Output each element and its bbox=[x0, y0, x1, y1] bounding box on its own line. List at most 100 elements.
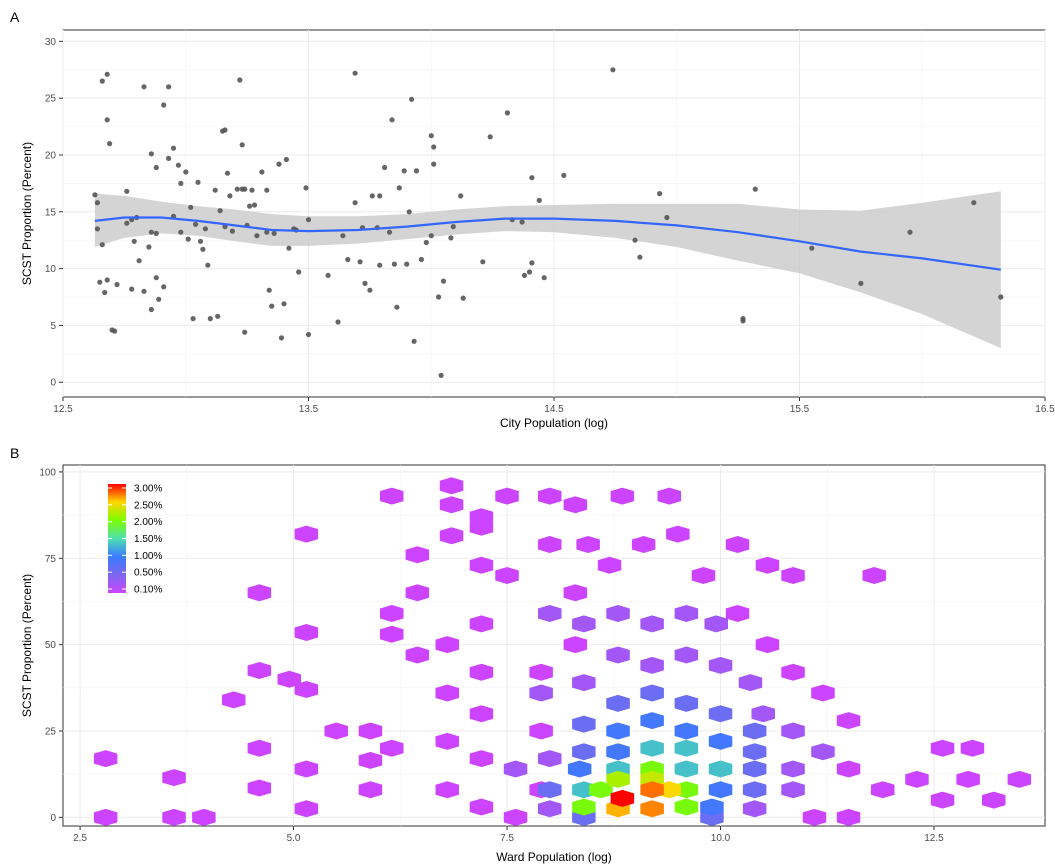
panel-b-hexbin bbox=[640, 800, 664, 818]
panel-a-point bbox=[166, 155, 172, 161]
panel-a-point bbox=[276, 161, 282, 167]
panel-b-y-tick-label: 75 bbox=[45, 554, 57, 565]
panel-b-hexbin bbox=[439, 496, 464, 514]
panel-a-point bbox=[529, 175, 535, 181]
panel-a-point bbox=[428, 133, 434, 139]
panel-a-point bbox=[239, 142, 245, 148]
panel-b-hexbin bbox=[93, 750, 118, 768]
panel-b-x-tick-label: 10.0 bbox=[711, 833, 731, 844]
panel-a-y-tick-label: 20 bbox=[45, 150, 57, 161]
panel-a-point bbox=[99, 78, 105, 84]
panel-b-hexbin bbox=[439, 527, 464, 545]
panel-b-hexbin bbox=[538, 536, 562, 553]
panel-a-y-tick-label: 0 bbox=[50, 378, 56, 389]
panel-b-hexbin bbox=[704, 615, 728, 633]
panel-a-point bbox=[296, 269, 302, 275]
panel-b-hexbin bbox=[862, 567, 886, 584]
panel-a-point bbox=[401, 168, 407, 174]
panel-b-hexbin bbox=[674, 798, 699, 816]
panel-a-point bbox=[264, 187, 270, 193]
panel-a-point bbox=[450, 224, 456, 230]
legend-color-bar bbox=[108, 484, 126, 593]
panel-a-point bbox=[286, 245, 292, 251]
panel-a-point bbox=[104, 117, 110, 123]
panel-a-point bbox=[141, 84, 147, 90]
panel-a-x-tick-label: 15.5 bbox=[790, 404, 810, 415]
panel-b-hexbin bbox=[529, 684, 553, 702]
panel-a-point bbox=[217, 208, 223, 214]
panel-a-point bbox=[178, 180, 184, 186]
panel-b-hexbin bbox=[640, 615, 664, 633]
panel-a-x-tick-label: 16.5 bbox=[1035, 404, 1055, 415]
panel-a-point bbox=[391, 261, 397, 267]
panel-a-point bbox=[183, 169, 189, 175]
panel-a-point bbox=[242, 186, 248, 192]
panel-b-hexbin bbox=[572, 615, 596, 633]
panel-b-hexbin bbox=[606, 743, 630, 761]
panel-a-point bbox=[124, 188, 130, 194]
panel-b-hexbin bbox=[597, 556, 622, 574]
panel-a-point bbox=[102, 289, 108, 296]
panel-a-label: A bbox=[10, 9, 20, 25]
panel-b-y-tick-label: 100 bbox=[39, 467, 56, 478]
panel-b-hexbin bbox=[358, 751, 383, 769]
panel-a-points bbox=[92, 67, 1004, 378]
panel-b-hexbin bbox=[781, 663, 805, 681]
panel-b-hexbin bbox=[222, 691, 246, 709]
panel-b-hexbin bbox=[725, 605, 750, 622]
panel-b-hexbin bbox=[982, 791, 1006, 809]
panel-a-point bbox=[369, 193, 375, 199]
panel-a-point bbox=[519, 219, 525, 225]
panel-a-y-tick-label: 10 bbox=[45, 264, 57, 275]
panel-a-point bbox=[148, 151, 154, 157]
panel-a-y-tick-label: 5 bbox=[50, 321, 56, 332]
panel-a-point bbox=[129, 286, 135, 292]
panel-b-hexbin bbox=[380, 605, 404, 622]
panel-a-point bbox=[131, 238, 137, 244]
panel-b-hexbin bbox=[495, 487, 519, 505]
panel-a-point bbox=[428, 233, 434, 239]
panel-b-hexbin bbox=[781, 567, 805, 584]
panel-a-point bbox=[632, 237, 638, 243]
panel-a-point bbox=[394, 304, 400, 310]
panel-a-point bbox=[325, 272, 331, 278]
panel-b-hexbin bbox=[674, 739, 699, 757]
panel-b-hexbin bbox=[469, 615, 494, 633]
panel-b-hexbin bbox=[610, 789, 635, 807]
panel-a-x-tick-label: 13.5 bbox=[299, 404, 319, 415]
panel-a-point bbox=[367, 287, 373, 293]
panel-a-point bbox=[541, 275, 547, 281]
panel-b-hexbin bbox=[836, 808, 861, 826]
panel-b-hexbin bbox=[755, 636, 780, 654]
panel-b-hexbin bbox=[277, 670, 301, 688]
panel-a-point bbox=[188, 204, 194, 210]
panel-b-hexbin bbox=[538, 781, 562, 799]
panel-b-hexbin bbox=[606, 605, 630, 622]
panel-a-y-tick-label: 25 bbox=[45, 94, 57, 105]
panel-a-point bbox=[382, 164, 388, 171]
panel-a-point bbox=[858, 280, 864, 286]
panel-b-hexbin bbox=[930, 791, 955, 809]
panel-a-point bbox=[610, 67, 616, 73]
panel-b-hexbin bbox=[563, 636, 588, 654]
panel-b-hexbin bbox=[405, 546, 430, 564]
panel-b-hexbin bbox=[294, 624, 319, 641]
panel-b-hexbin bbox=[563, 584, 588, 602]
panel-b-hexbin bbox=[435, 636, 459, 654]
panel-a-point bbox=[190, 316, 196, 322]
panel-a-point bbox=[561, 172, 567, 178]
panel-b-hexbin bbox=[802, 808, 827, 826]
panel-a-point bbox=[271, 230, 277, 236]
panel-a-point bbox=[222, 127, 228, 133]
panel-b-hexbin bbox=[495, 567, 519, 584]
panel-b-hexbin bbox=[640, 712, 664, 730]
panel-a-point bbox=[536, 197, 542, 203]
panel-a-point bbox=[431, 144, 437, 150]
panel-a-point bbox=[283, 156, 289, 163]
panel-b-legend: 3.00% 2.50% 2.00% 1.50% 1.00% 0.50% 0.10% bbox=[108, 484, 162, 596]
panel-a-point bbox=[281, 301, 287, 307]
panel-a-point bbox=[752, 186, 758, 192]
legend-labels: 3.00% 2.50% 2.00% 1.50% 1.00% 0.50% 0.10% bbox=[108, 484, 162, 596]
panel-a-point bbox=[212, 187, 218, 193]
